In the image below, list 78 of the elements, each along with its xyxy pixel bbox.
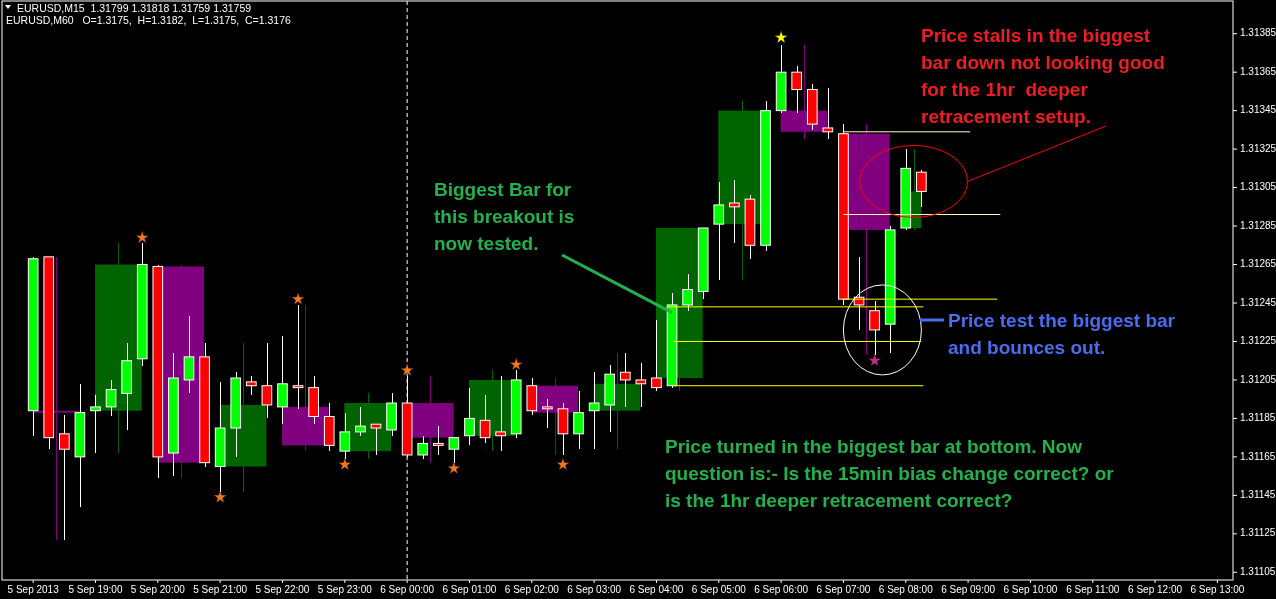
candlestick — [417, 434, 429, 460]
point — [135, 230, 150, 244]
y-tick-label: 1.31305 — [1240, 181, 1276, 193]
candlestick — [105, 379, 117, 418]
point — [509, 357, 524, 371]
candlestick — [432, 425, 444, 456]
y-tick-label: 1.31225 — [1240, 335, 1276, 347]
x-tick-label: 6 Sep 03:00 — [567, 584, 622, 595]
x-tick-label: 6 Sep 00:00 — [380, 584, 435, 595]
candlestick — [916, 169, 927, 208]
y-tick-label: 1.31105 — [1240, 565, 1276, 577]
y-tick-label: 1.31185 — [1240, 412, 1276, 424]
y-tick-label: 1.31285 — [1240, 219, 1276, 231]
x-tick-label: 5 Sep 2013 — [7, 584, 60, 595]
candlestick — [90, 394, 101, 454]
candlestick — [183, 315, 195, 395]
point — [867, 353, 882, 367]
point — [774, 30, 789, 44]
candlestick — [479, 394, 491, 445]
x-tick-label: 6 Sep 02:00 — [504, 584, 560, 595]
y-tick-label: 1.31165 — [1240, 450, 1276, 462]
x-tick-label: 6 Sep 04:00 — [629, 584, 684, 595]
y-tick-label: 1.31125 — [1240, 527, 1276, 539]
x-tick-label: 6 Sep 07:00 — [816, 584, 871, 595]
x-tick-label: 5 Sep 22:00 — [255, 584, 310, 595]
candlestick — [277, 334, 288, 425]
point — [213, 490, 228, 504]
annotation: EURUSD,M15 1.31799 1.31818 1.31759 1.31759 — [17, 2, 252, 14]
candlestick — [370, 423, 382, 456]
candlestick — [682, 273, 693, 312]
annotation: EURUSD,M60 O=1.3175, H=1.3182, L=1.3175, C=1.3176 — [6, 14, 292, 26]
x-tick-label: 6 Sep 01:00 — [442, 584, 497, 595]
candlestick — [729, 179, 740, 245]
candlestick — [495, 375, 506, 452]
point — [291, 291, 305, 306]
candlestick — [713, 181, 725, 281]
x-tick-label: 5 Sep 19:00 — [68, 584, 123, 595]
candlestick — [619, 352, 631, 408]
x-tick-label: 5 Sep 23:00 — [317, 584, 373, 595]
x-tick-label: 6 Sep 05:00 — [691, 584, 747, 595]
candlestick — [573, 390, 584, 450]
candlestick — [261, 342, 273, 420]
y-tick-label: 1.31245 — [1240, 296, 1276, 308]
candlestick — [651, 319, 662, 393]
x-tick-label: 6 Sep 10:00 — [1003, 584, 1058, 595]
candlestick — [464, 386, 475, 447]
annotation: Biggest Bar for this breakout is now tested. — [434, 179, 575, 254]
annotation: Price stalls in the biggest bar down not looking good for the 1hr deeper retracement setup. — [921, 25, 1165, 127]
point — [337, 457, 352, 471]
x-tick-label: 6 Sep 13:00 — [1190, 584, 1245, 595]
y-tick-label: 1.31365 — [1240, 65, 1276, 77]
candlestick — [635, 361, 647, 408]
candlestick — [245, 375, 257, 397]
y-tick-label: 1.31385 — [1240, 27, 1276, 39]
candlestick — [59, 413, 70, 541]
candlestick — [791, 65, 803, 114]
candlestick — [355, 406, 366, 437]
y-tick-label: 1.31325 — [1240, 142, 1276, 154]
point — [400, 363, 415, 377]
y-tick-label: 1.31145 — [1240, 489, 1276, 500]
annotation: Price test the biggest bar and bounces out. — [948, 310, 1176, 358]
x-tick-label: 6 Sep 11:00 — [1066, 584, 1120, 595]
candlestick — [822, 86, 834, 141]
candlestick — [853, 256, 865, 331]
x-tick-label: 6 Sep 08:00 — [878, 584, 934, 595]
x-tick-label: 6 Sep 06:00 — [754, 584, 809, 595]
annotation: Price turned in the biggest bar at bottom. Now question is:- Is the 15min bias change correct? or is the 1hr deeper retracement correct? — [665, 436, 1115, 511]
x-tick-label: 5 Sep 21:00 — [193, 584, 248, 595]
point — [556, 457, 570, 471]
y-tick-label: 1.31345 — [1240, 104, 1276, 116]
y-tick-label: 1.31205 — [1240, 373, 1276, 385]
y-tick-label: 1.31265 — [1240, 258, 1276, 270]
x-tick-label: 6 Sep 09:00 — [941, 584, 996, 595]
candlestick — [542, 398, 553, 429]
x-tick-label: 6 Sep 12:00 — [1128, 584, 1183, 595]
point — [446, 461, 461, 475]
x-tick-label: 5 Sep 20:00 — [130, 584, 186, 595]
candlestick — [588, 371, 600, 450]
